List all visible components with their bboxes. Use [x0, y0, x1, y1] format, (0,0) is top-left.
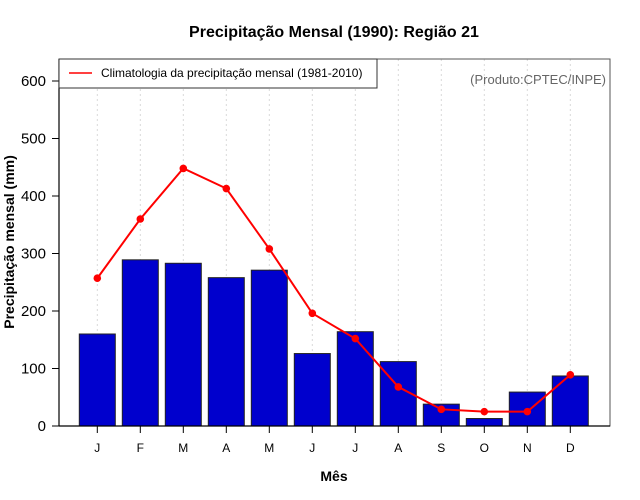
x-tick-label: J: [309, 441, 315, 455]
climatology-point-5: [308, 309, 317, 318]
y-tick-label: 100: [21, 361, 46, 378]
climatology-point-11: [566, 371, 575, 379]
y-tick-label: 600: [21, 73, 46, 90]
x-tick-label: S: [437, 441, 445, 455]
climatology-polyline: [96, 167, 571, 413]
climatology-point-0: [93, 274, 102, 283]
climatology-point-7: [394, 383, 403, 391]
y-axis-ticks: 0 100 200 300 400 500 600: [21, 73, 59, 435]
bar-0: [78, 333, 116, 427]
bar-4: [250, 269, 288, 427]
bar-1: [121, 259, 159, 427]
climatology-point-3: [222, 184, 231, 193]
x-tick-label: M: [264, 441, 274, 455]
bar-5: [293, 353, 331, 427]
legend: Climatologia da precipitação mensal (198…: [58, 58, 378, 89]
bars: [78, 259, 589, 427]
climatology-point-2: [179, 164, 188, 173]
y-tick-label: 200: [21, 303, 46, 320]
x-axis-label: Mês: [320, 468, 347, 484]
y-axis-label: Precipitação mensal (mm): [1, 155, 17, 329]
climatology-line: [93, 164, 575, 416]
x-tick-label: D: [566, 441, 575, 455]
chart-title: Precipitação Mensal (1990): Região 21: [189, 24, 479, 41]
bar-2: [164, 262, 202, 427]
y-tick-label: 500: [21, 131, 46, 148]
x-tick-label: A: [222, 441, 230, 455]
x-tick-label: F: [137, 441, 144, 455]
x-tick-label: N: [523, 441, 532, 455]
bar-6: [336, 331, 374, 427]
x-tick-label: J: [352, 441, 358, 455]
climatology-point-1: [136, 215, 145, 223]
y-tick-label: 300: [21, 246, 46, 263]
climatology-point-9: [480, 407, 489, 416]
bar-11: [551, 375, 589, 427]
y-tick-label: 400: [21, 188, 46, 205]
x-tick-label: O: [480, 441, 489, 455]
x-tick-label: M: [178, 441, 188, 455]
climatology-point-6: [351, 334, 360, 343]
climatology-point-10: [523, 407, 532, 416]
y-tick-label: 0: [38, 418, 46, 435]
legend-entry-label: Climatologia da precipitação mensal (198…: [101, 66, 362, 80]
x-tick-label: A: [394, 441, 402, 455]
climatology-point-4: [265, 245, 274, 253]
bar-9: [465, 418, 503, 427]
credit-annotation: (Produto:CPTEC/INPE): [470, 72, 606, 87]
bar-3: [207, 277, 245, 427]
climatology-point-8: [437, 405, 446, 414]
legend-box: [58, 58, 378, 89]
x-tick-label: J: [94, 441, 100, 455]
